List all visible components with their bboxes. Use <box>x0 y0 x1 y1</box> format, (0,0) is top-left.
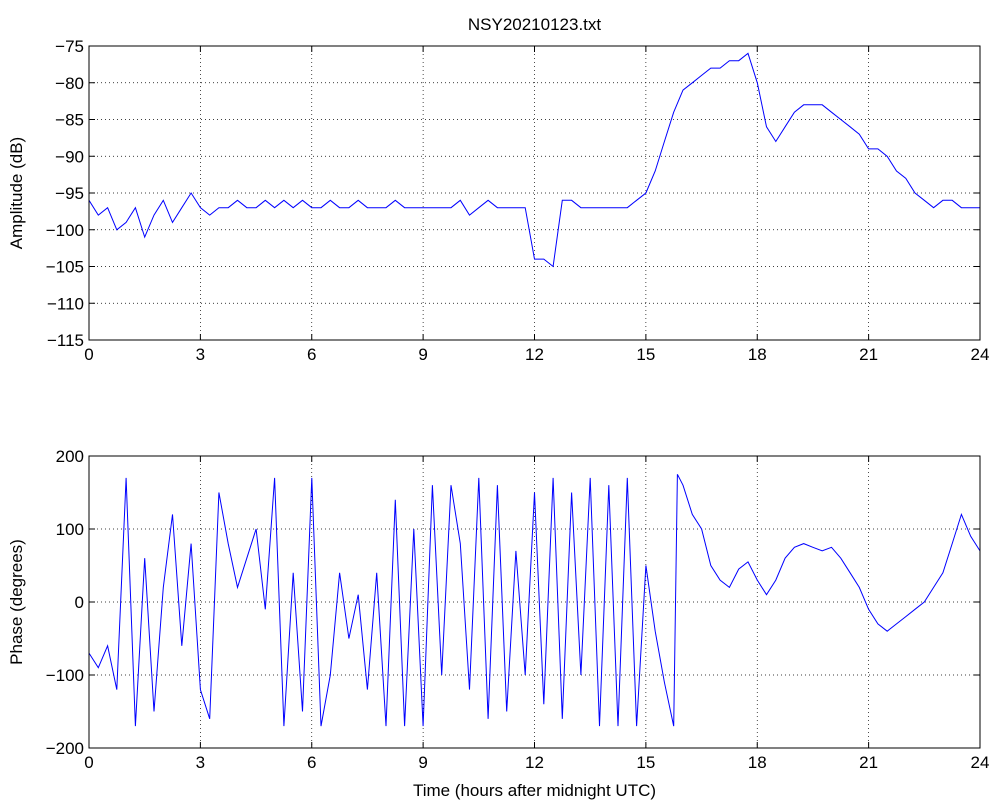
y-tick-label: 100 <box>56 520 84 539</box>
y-tick-label: −115 <box>47 331 84 350</box>
amplitude-plot: 0 3 6 9 12 15 18 21 24 −75 −80 −85 −90 −95 −100 −105 −11… <box>46 37 990 364</box>
y-tick-label: 0 <box>75 593 84 612</box>
amplitude-y-axis-label: Amplitude (dB) <box>7 137 26 249</box>
x-tick-label: 6 <box>307 345 316 364</box>
y-tick-label: −200 <box>46 739 84 758</box>
x-tick-label: 12 <box>525 345 544 364</box>
x-tick-label: 15 <box>636 345 655 364</box>
x-tick-label: 3 <box>196 753 205 772</box>
series-line-0 <box>89 474 980 727</box>
y-tick-label: −95 <box>55 184 84 203</box>
phase-plot: 0 3 6 9 12 15 18 21 24 200 100 0 −100 −200 <box>46 447 990 772</box>
x-tick-label: 3 <box>196 345 205 364</box>
x-tick-label: 24 <box>971 345 990 364</box>
y-tick-label: −100 <box>46 666 84 685</box>
x-tick-label: 21 <box>859 753 878 772</box>
y-tick-label: −85 <box>55 111 84 130</box>
chart-title: NSY20210123.txt <box>468 15 602 34</box>
x-tick-label: 24 <box>971 753 990 772</box>
y-tick-label: −80 <box>55 74 84 93</box>
x-tick-label: 12 <box>525 753 544 772</box>
x-tick-label: 21 <box>859 345 878 364</box>
x-tick-label: 0 <box>84 345 93 364</box>
series-line-0 <box>89 52 980 268</box>
x-tick-label: 18 <box>748 753 767 772</box>
y-tick-label: −105 <box>46 258 84 277</box>
x-tick-label: 6 <box>307 753 316 772</box>
y-tick-label: 200 <box>56 447 84 466</box>
x-tick-label: 15 <box>636 753 655 772</box>
x-tick-label: 0 <box>84 753 93 772</box>
y-tick-label: −100 <box>46 221 84 240</box>
time-x-axis-label: Time (hours after midnight UTC) <box>413 781 656 800</box>
x-tick-label: 18 <box>748 345 767 364</box>
x-tick-label: 9 <box>418 345 427 364</box>
y-tick-label: −110 <box>47 294 84 313</box>
phase-y-axis-label: Phase (degrees) <box>7 539 26 665</box>
x-tick-label: 9 <box>418 753 427 772</box>
y-tick-label: −75 <box>55 37 84 56</box>
y-tick-label: −90 <box>55 147 84 166</box>
